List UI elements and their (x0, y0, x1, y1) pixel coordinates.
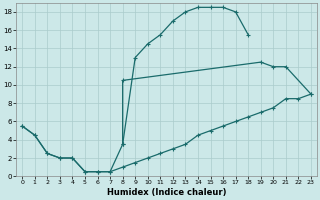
X-axis label: Humidex (Indice chaleur): Humidex (Indice chaleur) (107, 188, 226, 197)
